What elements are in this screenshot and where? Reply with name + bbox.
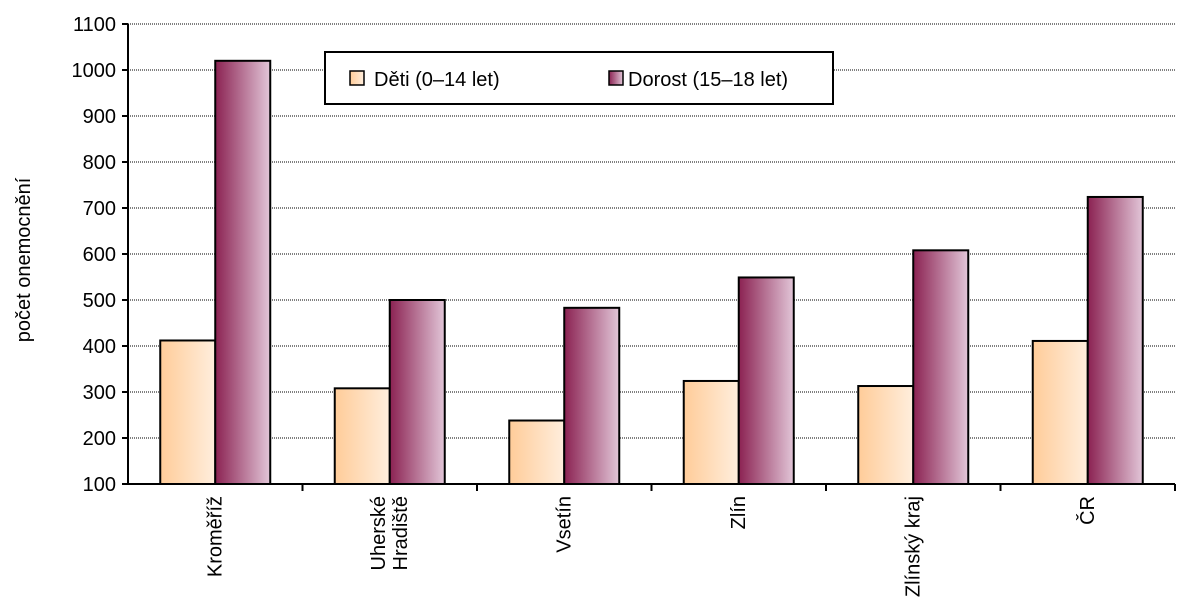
x-tick-labels: Kroměříž Uherské Hradiště Vsetín Zlín Zlínský… — [204, 496, 1099, 597]
x-tick-label-line: Kroměříž — [204, 496, 226, 577]
bar-deti — [159, 339, 217, 486]
x-tick-label-line: ČR — [1076, 496, 1099, 525]
y-tick-label: 100 — [83, 474, 116, 496]
x-tick-label: Uherské Hradiště — [368, 496, 412, 570]
axes — [122, 23, 1176, 491]
x-tick-label-line: Uherské — [368, 496, 390, 570]
x-tick-label-line: Hradiště — [390, 496, 412, 570]
bar-deti — [682, 379, 740, 485]
x-tick-label-line: Vsetín — [553, 496, 575, 553]
y-tick-label: 900 — [83, 106, 116, 128]
bar-dorost — [388, 299, 446, 485]
legend: Děti (0–14 let) Dorost (15–18 let) — [324, 51, 834, 105]
x-tick-label: Zlínský kraj — [902, 496, 924, 597]
x-tick-label: Zlín — [728, 496, 750, 529]
legend-swatch-dorost — [608, 70, 624, 86]
bar-dorost — [214, 59, 272, 486]
bar-deti — [857, 385, 915, 485]
bars — [159, 59, 1144, 486]
x-tick-label-line: Zlínský kraj — [902, 496, 924, 597]
bar-deti — [333, 387, 391, 486]
x-tick-label-line: Zlín — [728, 496, 750, 529]
x-tick-label: Vsetín — [553, 496, 575, 553]
x-tick-label: Kroměříž — [204, 496, 226, 577]
y-tick-label: 500 — [83, 290, 116, 312]
bar-deti — [1031, 339, 1089, 485]
legend-label-deti: Děti (0–14 let) — [374, 69, 500, 91]
legend-label-dorost: Dorost (15–18 let) — [628, 69, 788, 91]
gridlines — [128, 23, 1175, 439]
y-tick-label: 1000 — [72, 60, 117, 82]
bar-dorost — [563, 306, 621, 485]
y-axis-label: počet onemocnění — [13, 177, 35, 342]
bar-deti — [508, 419, 566, 485]
legend-swatch-deti — [349, 70, 365, 86]
y-tick-label: 1100 — [73, 14, 116, 36]
x-tick-label: ČR — [1076, 496, 1099, 525]
y-tick-label: 700 — [83, 198, 116, 220]
y-tick-label: 800 — [83, 152, 116, 174]
y-tick-label: 200 — [83, 428, 116, 450]
bar-dorost — [737, 276, 795, 485]
y-tick-label: 600 — [83, 244, 116, 266]
bar-dorost — [912, 249, 970, 485]
y-tick-label: 300 — [83, 382, 116, 404]
bar-dorost — [1086, 195, 1144, 486]
y-tick-label: 400 — [83, 336, 116, 358]
legend-box — [324, 51, 834, 105]
y-tick-labels: 100 200 300 400 500 600 700 800 900 1000 1100 — [72, 14, 117, 496]
